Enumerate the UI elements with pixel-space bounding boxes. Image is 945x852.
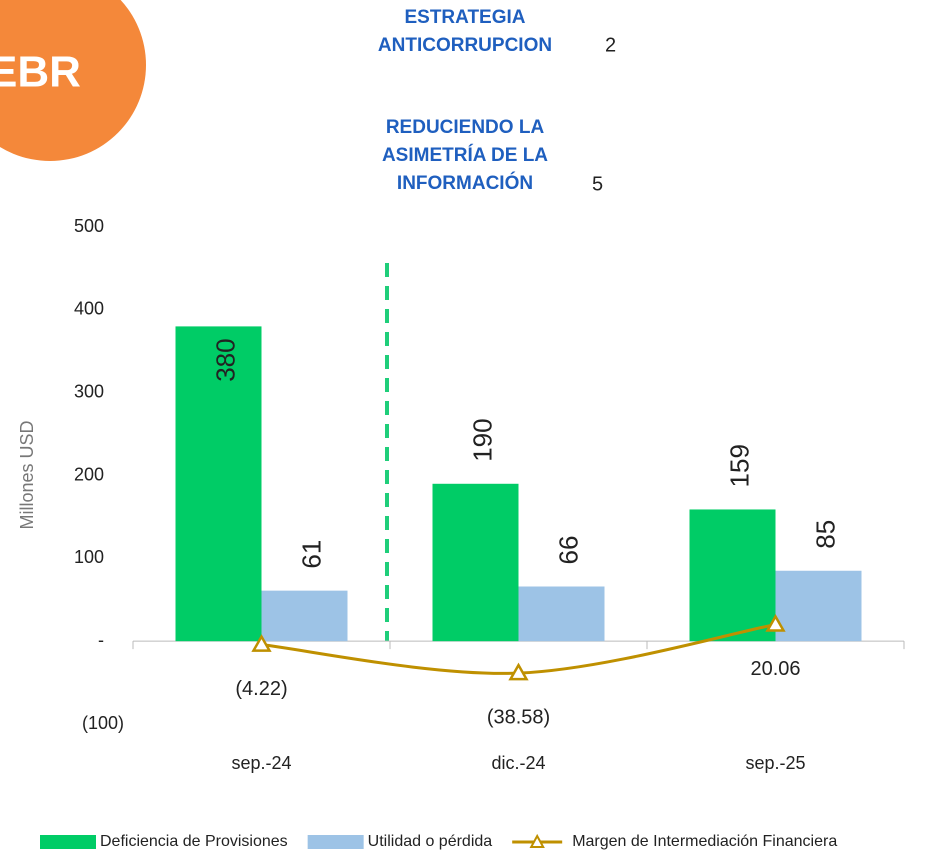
- bar-label: 380: [210, 338, 240, 381]
- bar: [775, 570, 862, 642]
- bar: [261, 590, 348, 642]
- bar: [689, 509, 776, 642]
- badge-text: EBR: [0, 48, 81, 97]
- y-tick-label: -: [98, 630, 104, 650]
- bar: [175, 326, 262, 642]
- y-tick-label: 400: [74, 299, 104, 319]
- legend-swatch: [307, 835, 364, 849]
- legend-label: Utilidad o pérdida: [368, 833, 493, 850]
- x-tick-label: sep.-24: [231, 753, 291, 773]
- annotation: ESTRATEGIA: [404, 7, 525, 28]
- x-tick-label: dic.-24: [491, 753, 545, 773]
- y-tick-label: 300: [74, 381, 104, 401]
- legend-swatch: [40, 835, 96, 849]
- line-marker: [508, 662, 529, 681]
- line-label: (4.22): [235, 678, 287, 700]
- bar-label: 85: [810, 520, 840, 549]
- annotation: REDUCIENDO LA: [386, 117, 545, 138]
- badge: [0, 0, 146, 161]
- bar-label: 159: [724, 444, 754, 487]
- annotation: INFORMACIÓN: [397, 172, 533, 194]
- y-tick-label: 100: [74, 547, 104, 567]
- bar-label: 61: [296, 540, 326, 569]
- annotation-number: 5: [592, 173, 603, 195]
- bar: [518, 586, 605, 642]
- annotation: ANTICORRUPCION: [378, 35, 552, 56]
- bar-label: 66: [553, 536, 583, 565]
- x-tick-label: sep.-25: [745, 753, 805, 773]
- y-axis-label: Millones USD: [17, 420, 37, 529]
- y-tick-label: (100): [82, 713, 124, 733]
- line-marker: [765, 614, 786, 632]
- legend-label: Margen de Intermediación Financiera: [572, 833, 837, 850]
- line-label: (38.58): [487, 706, 550, 728]
- legend-marker: [529, 833, 545, 848]
- y-tick-label: 500: [74, 216, 104, 236]
- bar: [432, 483, 519, 642]
- bar-label: 190: [467, 418, 497, 461]
- annotation-number: 2: [605, 34, 616, 56]
- annotation: ASIMETRÍA DE LA: [382, 144, 548, 166]
- y-tick-label: 200: [74, 464, 104, 484]
- legend-label: Deficiencia de Provisiones: [100, 833, 288, 850]
- line-label: 20.06: [750, 658, 800, 680]
- line-marker: [251, 634, 272, 652]
